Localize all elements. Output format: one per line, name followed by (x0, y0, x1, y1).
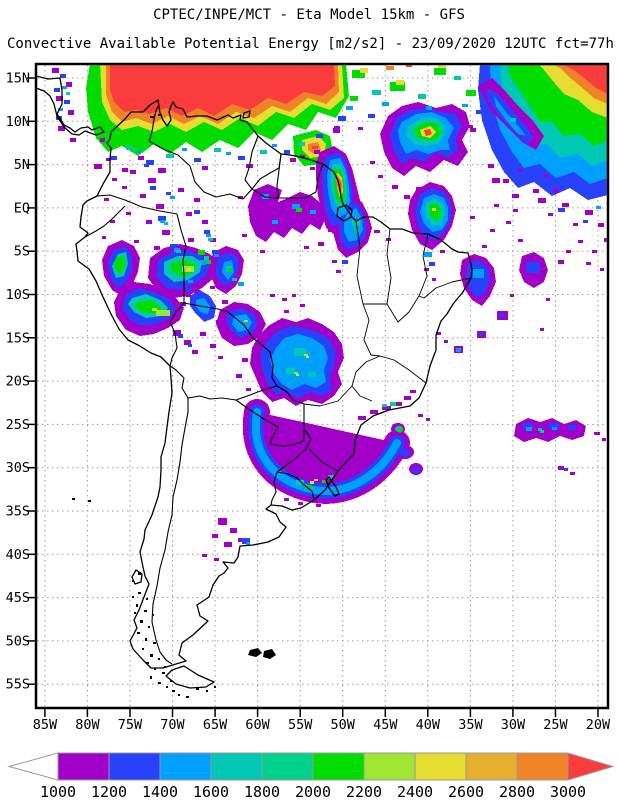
colorbar: 1000 1200 1400 1600 1800 2000 2200 2400 … (7, 752, 615, 800)
colorbar-label: 1000 (40, 783, 76, 800)
coastlines (37, 75, 473, 698)
cape-max-ne-corner (478, 65, 607, 200)
country-borders (84, 105, 472, 665)
colorbar-label: 3000 (550, 783, 586, 800)
colorbar-label: 1800 (244, 783, 280, 800)
lat-tick-label: 45S (6, 590, 30, 606)
lat-tick-label: 55S (6, 677, 30, 693)
colorbar-segment (312, 752, 365, 781)
lon-tick-label: 50W (331, 717, 356, 733)
central-america-coast (37, 75, 105, 136)
lat-tick-label: 30S (6, 460, 30, 476)
map-frame (27, 62, 610, 717)
lon-tick-label: 70W (160, 717, 185, 733)
colorbar-under-arrow (7, 752, 59, 781)
colorbar-label: 2800 (499, 783, 535, 800)
colorbar-segment (414, 752, 467, 781)
colorbar-label: 2200 (346, 783, 382, 800)
colorbar-label: 1200 (91, 783, 127, 800)
lon-tick-label: 25W (543, 717, 568, 733)
lat-tick-label: EQ (14, 200, 30, 216)
axis-ticks (27, 77, 599, 717)
lon-tick-label: 65W (203, 717, 228, 733)
south-america-outline (75, 99, 473, 669)
lon-tick-label: 30W (501, 717, 526, 733)
cape-shaded-field (52, 65, 607, 561)
colorbar-segment (108, 752, 161, 781)
colorbar-segment (159, 752, 212, 781)
lon-tick-label: 60W (245, 717, 270, 733)
lon-tick-label: 75W (118, 717, 143, 733)
page-title: CPTEC/INPE/MCT - Eta Model 15km - GFS (153, 7, 465, 23)
colorbar-segment (57, 752, 110, 781)
lon-tick-label: 55W (288, 717, 313, 733)
colorbar-over-arrow (567, 752, 615, 781)
lon-tick-label: 35W (458, 717, 483, 733)
lon-tick-label: 85W (33, 717, 58, 733)
trinidad-island (242, 110, 251, 119)
lagoa-dos-patos (325, 476, 340, 497)
colorbar-label: 2000 (295, 783, 331, 800)
lat-tick-label: 15S (6, 330, 30, 346)
lat-tick-label: 5N (14, 157, 30, 173)
lat-tick-label: 10S (6, 287, 30, 303)
lat-tick-label: 35S (6, 504, 30, 520)
lat-tick-label: 40S (6, 547, 30, 563)
brazil-state-borders (303, 220, 472, 472)
lat-tick-label: 15N (6, 71, 30, 87)
lon-tick-label: 80W (75, 717, 100, 733)
tierra-del-fuego (165, 665, 215, 689)
lat-tick-label: 10N (6, 114, 30, 130)
lon-tick-label: 20W (586, 717, 611, 733)
lon-tick-label: 40W (416, 717, 441, 733)
colorbar-segment (465, 752, 518, 781)
colorbar-tick-labels: 1000 1200 1400 1600 1800 2000 2200 2400 … (40, 783, 586, 800)
colorbar-label: 1400 (142, 783, 178, 800)
lat-tick-label: 20S (6, 374, 30, 390)
colorbar-segment (516, 752, 569, 781)
falkland-islands (248, 648, 276, 659)
lat-tick-label: 25S (6, 417, 30, 433)
colorbar-label: 2600 (448, 783, 484, 800)
page-subtitle: Convective Available Potential Energy [m… (7, 36, 614, 52)
colorbar-segment (210, 752, 263, 781)
latitude-axis: 15N 10N 5N EQ 5S 10S 15S 20S 25S 30S 35S… (6, 71, 30, 693)
cape-layer-3000 (312, 65, 432, 192)
marajo-island (336, 204, 353, 222)
colorbar-segment (363, 752, 416, 781)
colorbar-label: 1600 (193, 783, 229, 800)
lat-tick-label: 50S (6, 633, 30, 649)
colorbar-label: 2400 (397, 783, 433, 800)
colorbar-segment (261, 752, 314, 781)
lon-tick-label: 45W (373, 717, 398, 733)
longitude-axis: 85W 80W 75W 70W 65W 60W 55W 50W 45W 40W … (33, 717, 611, 733)
lat-tick-label: 5S (14, 244, 30, 260)
